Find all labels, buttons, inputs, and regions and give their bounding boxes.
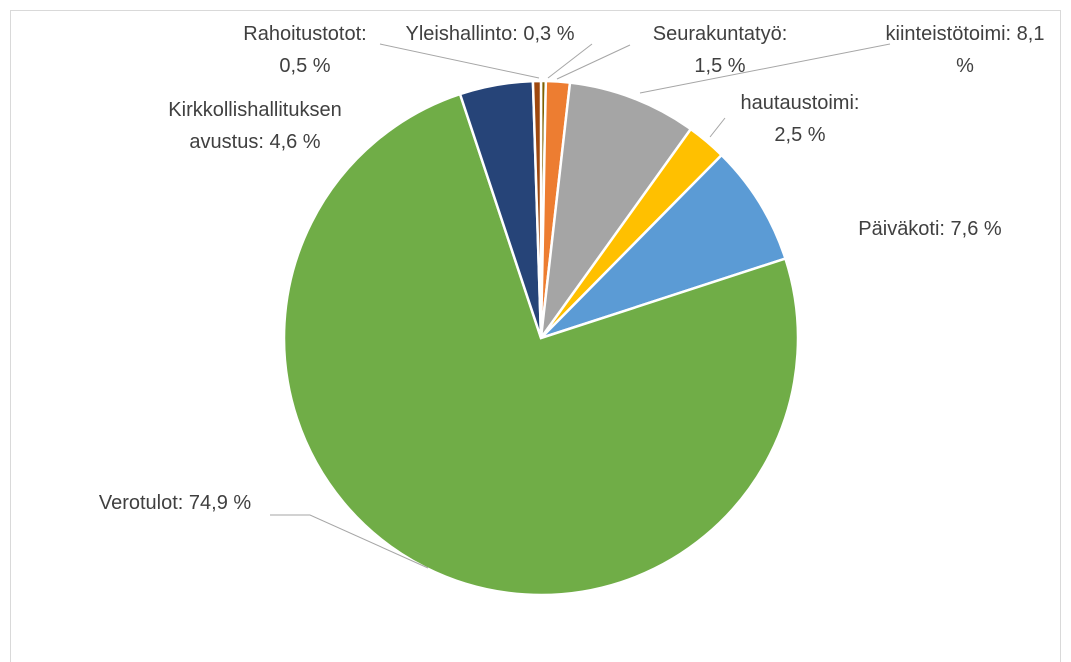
data-label: Yleishallinto: 0,3 %	[405, 23, 575, 45]
data-label: Kirkkollishallituksen avustus: 4,6 %	[168, 99, 342, 153]
leader-line	[556, 44, 631, 80]
leader-line	[547, 43, 593, 79]
data-label: hautaustoimi: 2,5 %	[740, 92, 860, 146]
leader-line	[639, 43, 891, 94]
leader-line	[709, 117, 726, 138]
pie-slice	[539, 81, 693, 343]
leader-line	[270, 514, 429, 569]
pie-slice	[282, 92, 800, 597]
data-label: Päiväkoti: 7,6 %	[858, 218, 1002, 240]
leader-line	[379, 43, 540, 79]
pie-slice	[531, 79, 543, 339]
chart-border	[10, 10, 1061, 662]
data-label: Rahoitustotot: 0,5 %	[243, 23, 367, 77]
data-label: kiinteistötoimi: 8,1 %	[885, 23, 1045, 77]
data-label: Seurakuntatyö: 1,5 %	[652, 23, 788, 77]
data-label: Verotulot: 74,9 %	[98, 492, 252, 514]
pie-slice	[540, 153, 787, 340]
